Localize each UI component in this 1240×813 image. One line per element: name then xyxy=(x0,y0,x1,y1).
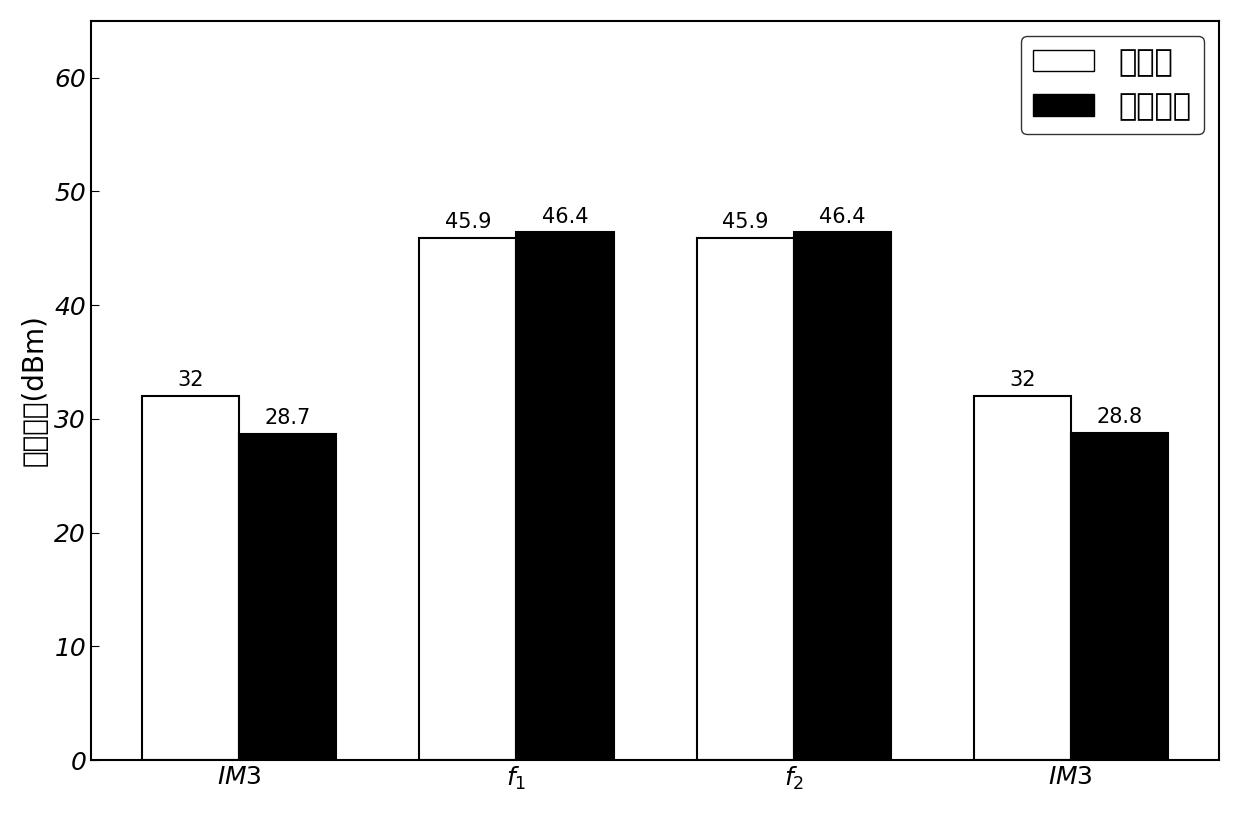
Bar xyxy=(517,233,614,760)
Bar xyxy=(1071,433,1168,760)
Text: 46.4: 46.4 xyxy=(542,207,588,227)
Text: 28.7: 28.7 xyxy=(264,408,311,428)
Text: 45.9: 45.9 xyxy=(445,212,491,233)
Text: 45.9: 45.9 xyxy=(722,212,769,233)
Legend: 本方法, 数値模拟: 本方法, 数値模拟 xyxy=(1021,36,1204,134)
Text: 46.4: 46.4 xyxy=(818,207,866,227)
Y-axis label: 输出功率(dBm): 输出功率(dBm) xyxy=(21,315,48,467)
Bar xyxy=(143,396,239,760)
Bar xyxy=(419,238,517,760)
Bar xyxy=(794,233,890,760)
Text: 28.8: 28.8 xyxy=(1096,406,1142,427)
Bar xyxy=(239,433,336,760)
Text: 32: 32 xyxy=(1009,371,1035,390)
Bar xyxy=(697,238,794,760)
Text: 32: 32 xyxy=(177,371,205,390)
Bar xyxy=(973,396,1071,760)
